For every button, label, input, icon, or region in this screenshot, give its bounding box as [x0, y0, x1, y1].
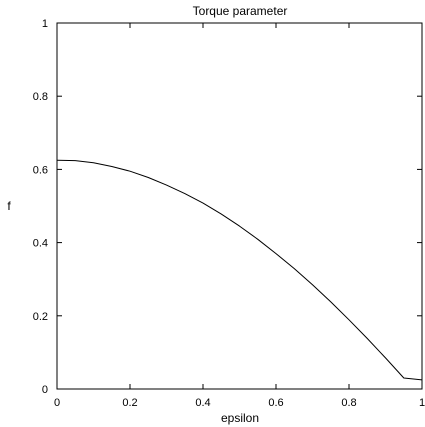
x-tick-label: 0.8 [341, 397, 356, 409]
y-axis-ticks: 0 0.2 0.4 0.6 0.8 1 [33, 18, 422, 396]
plot-frame [56, 22, 423, 390]
y-axis-label: f [7, 199, 11, 213]
y-tick-label: 0.4 [33, 238, 48, 250]
x-axis-label: epsilon [221, 411, 259, 425]
x-tick-label: 0 [54, 397, 60, 409]
x-tick-label: 0.2 [122, 397, 137, 409]
x-axis-ticks: 0 0.2 0.4 0.6 0.8 1 [54, 23, 425, 409]
series-layer [56, 159, 423, 381]
x-tick-label: 0.4 [195, 397, 210, 409]
series-line [56, 159, 423, 381]
y-tick-label: 0.6 [33, 164, 48, 176]
x-tick-label: 0.6 [268, 397, 283, 409]
y-tick-label: 0.2 [33, 311, 48, 323]
y-tick-label: 1 [42, 18, 48, 30]
chart-title: Torque parameter [193, 4, 288, 18]
x-tick-label: 1 [419, 397, 425, 409]
y-tick-label: 0.8 [33, 91, 48, 103]
y-tick-label: 0 [42, 384, 48, 396]
